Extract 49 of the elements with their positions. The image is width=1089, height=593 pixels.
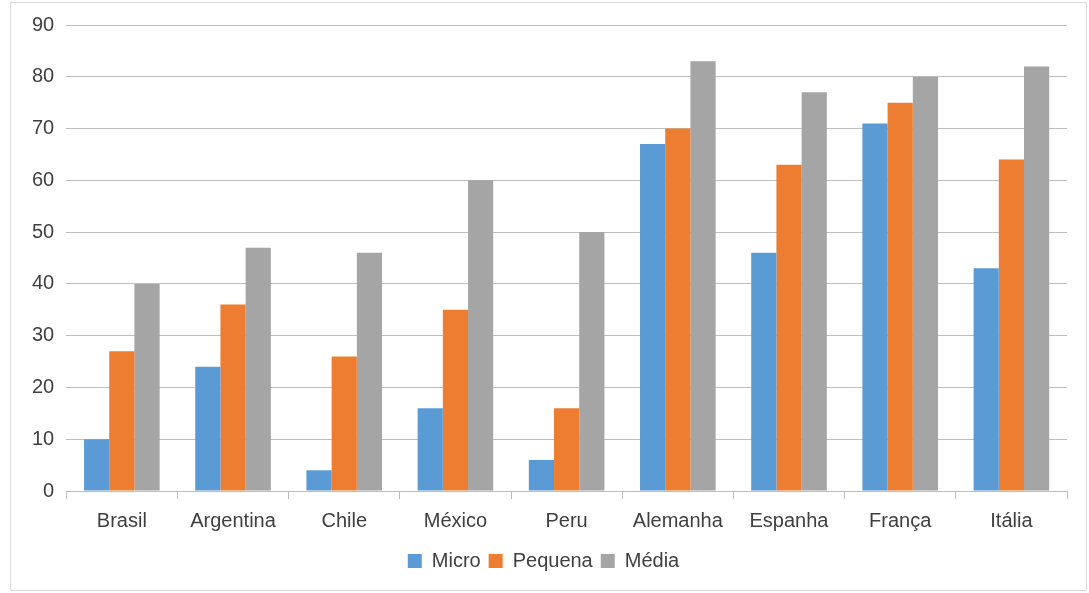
y-tick-label: 60 xyxy=(32,167,55,190)
y-tick-label: 10 xyxy=(32,426,55,449)
bar xyxy=(220,304,246,491)
bar xyxy=(973,268,999,491)
bar xyxy=(690,61,716,491)
bar xyxy=(776,164,802,491)
bar xyxy=(640,144,666,491)
y-tick-label: 90 xyxy=(32,12,55,35)
bar xyxy=(195,366,221,491)
bar xyxy=(887,102,913,491)
y-tick-label: 40 xyxy=(32,271,55,294)
x-tick-label: Argentina xyxy=(190,508,277,531)
x-tick-label: Brasil xyxy=(96,508,147,531)
y-tick-label: 80 xyxy=(32,64,55,87)
bar xyxy=(134,283,160,491)
y-tick-label: 50 xyxy=(32,219,55,242)
bar xyxy=(751,252,777,491)
bar xyxy=(912,76,939,491)
bar xyxy=(331,356,357,491)
bar xyxy=(468,180,494,491)
bar xyxy=(862,123,888,491)
legend-label: Micro xyxy=(431,548,481,571)
x-tick-label: México xyxy=(423,508,488,531)
bar xyxy=(579,232,605,491)
x-tick-label: Itália xyxy=(990,508,1034,531)
bar xyxy=(109,351,135,491)
y-tick-label: 20 xyxy=(32,374,55,397)
x-tick-label: Peru xyxy=(545,508,588,531)
x-tick-label: Alemanha xyxy=(632,508,724,531)
bar xyxy=(528,459,555,491)
bar xyxy=(442,309,469,491)
x-tick-label: Chile xyxy=(321,508,368,531)
bar xyxy=(417,408,443,491)
bar xyxy=(801,92,827,491)
bar xyxy=(245,247,271,491)
bar xyxy=(356,252,383,491)
y-tick-label: 70 xyxy=(32,116,55,139)
bar xyxy=(554,408,580,491)
bar xyxy=(84,439,110,491)
x-tick-label: França xyxy=(869,508,933,531)
bar xyxy=(665,128,691,491)
bar xyxy=(306,470,332,491)
x-tick-label: Espanha xyxy=(749,508,830,531)
legend-label: Pequena xyxy=(512,548,594,571)
bar xyxy=(998,159,1025,491)
y-tick-label: 0 xyxy=(43,478,55,501)
y-tick-label: 30 xyxy=(32,323,55,346)
legend-label: Média xyxy=(624,548,681,571)
bar xyxy=(1024,66,1050,491)
